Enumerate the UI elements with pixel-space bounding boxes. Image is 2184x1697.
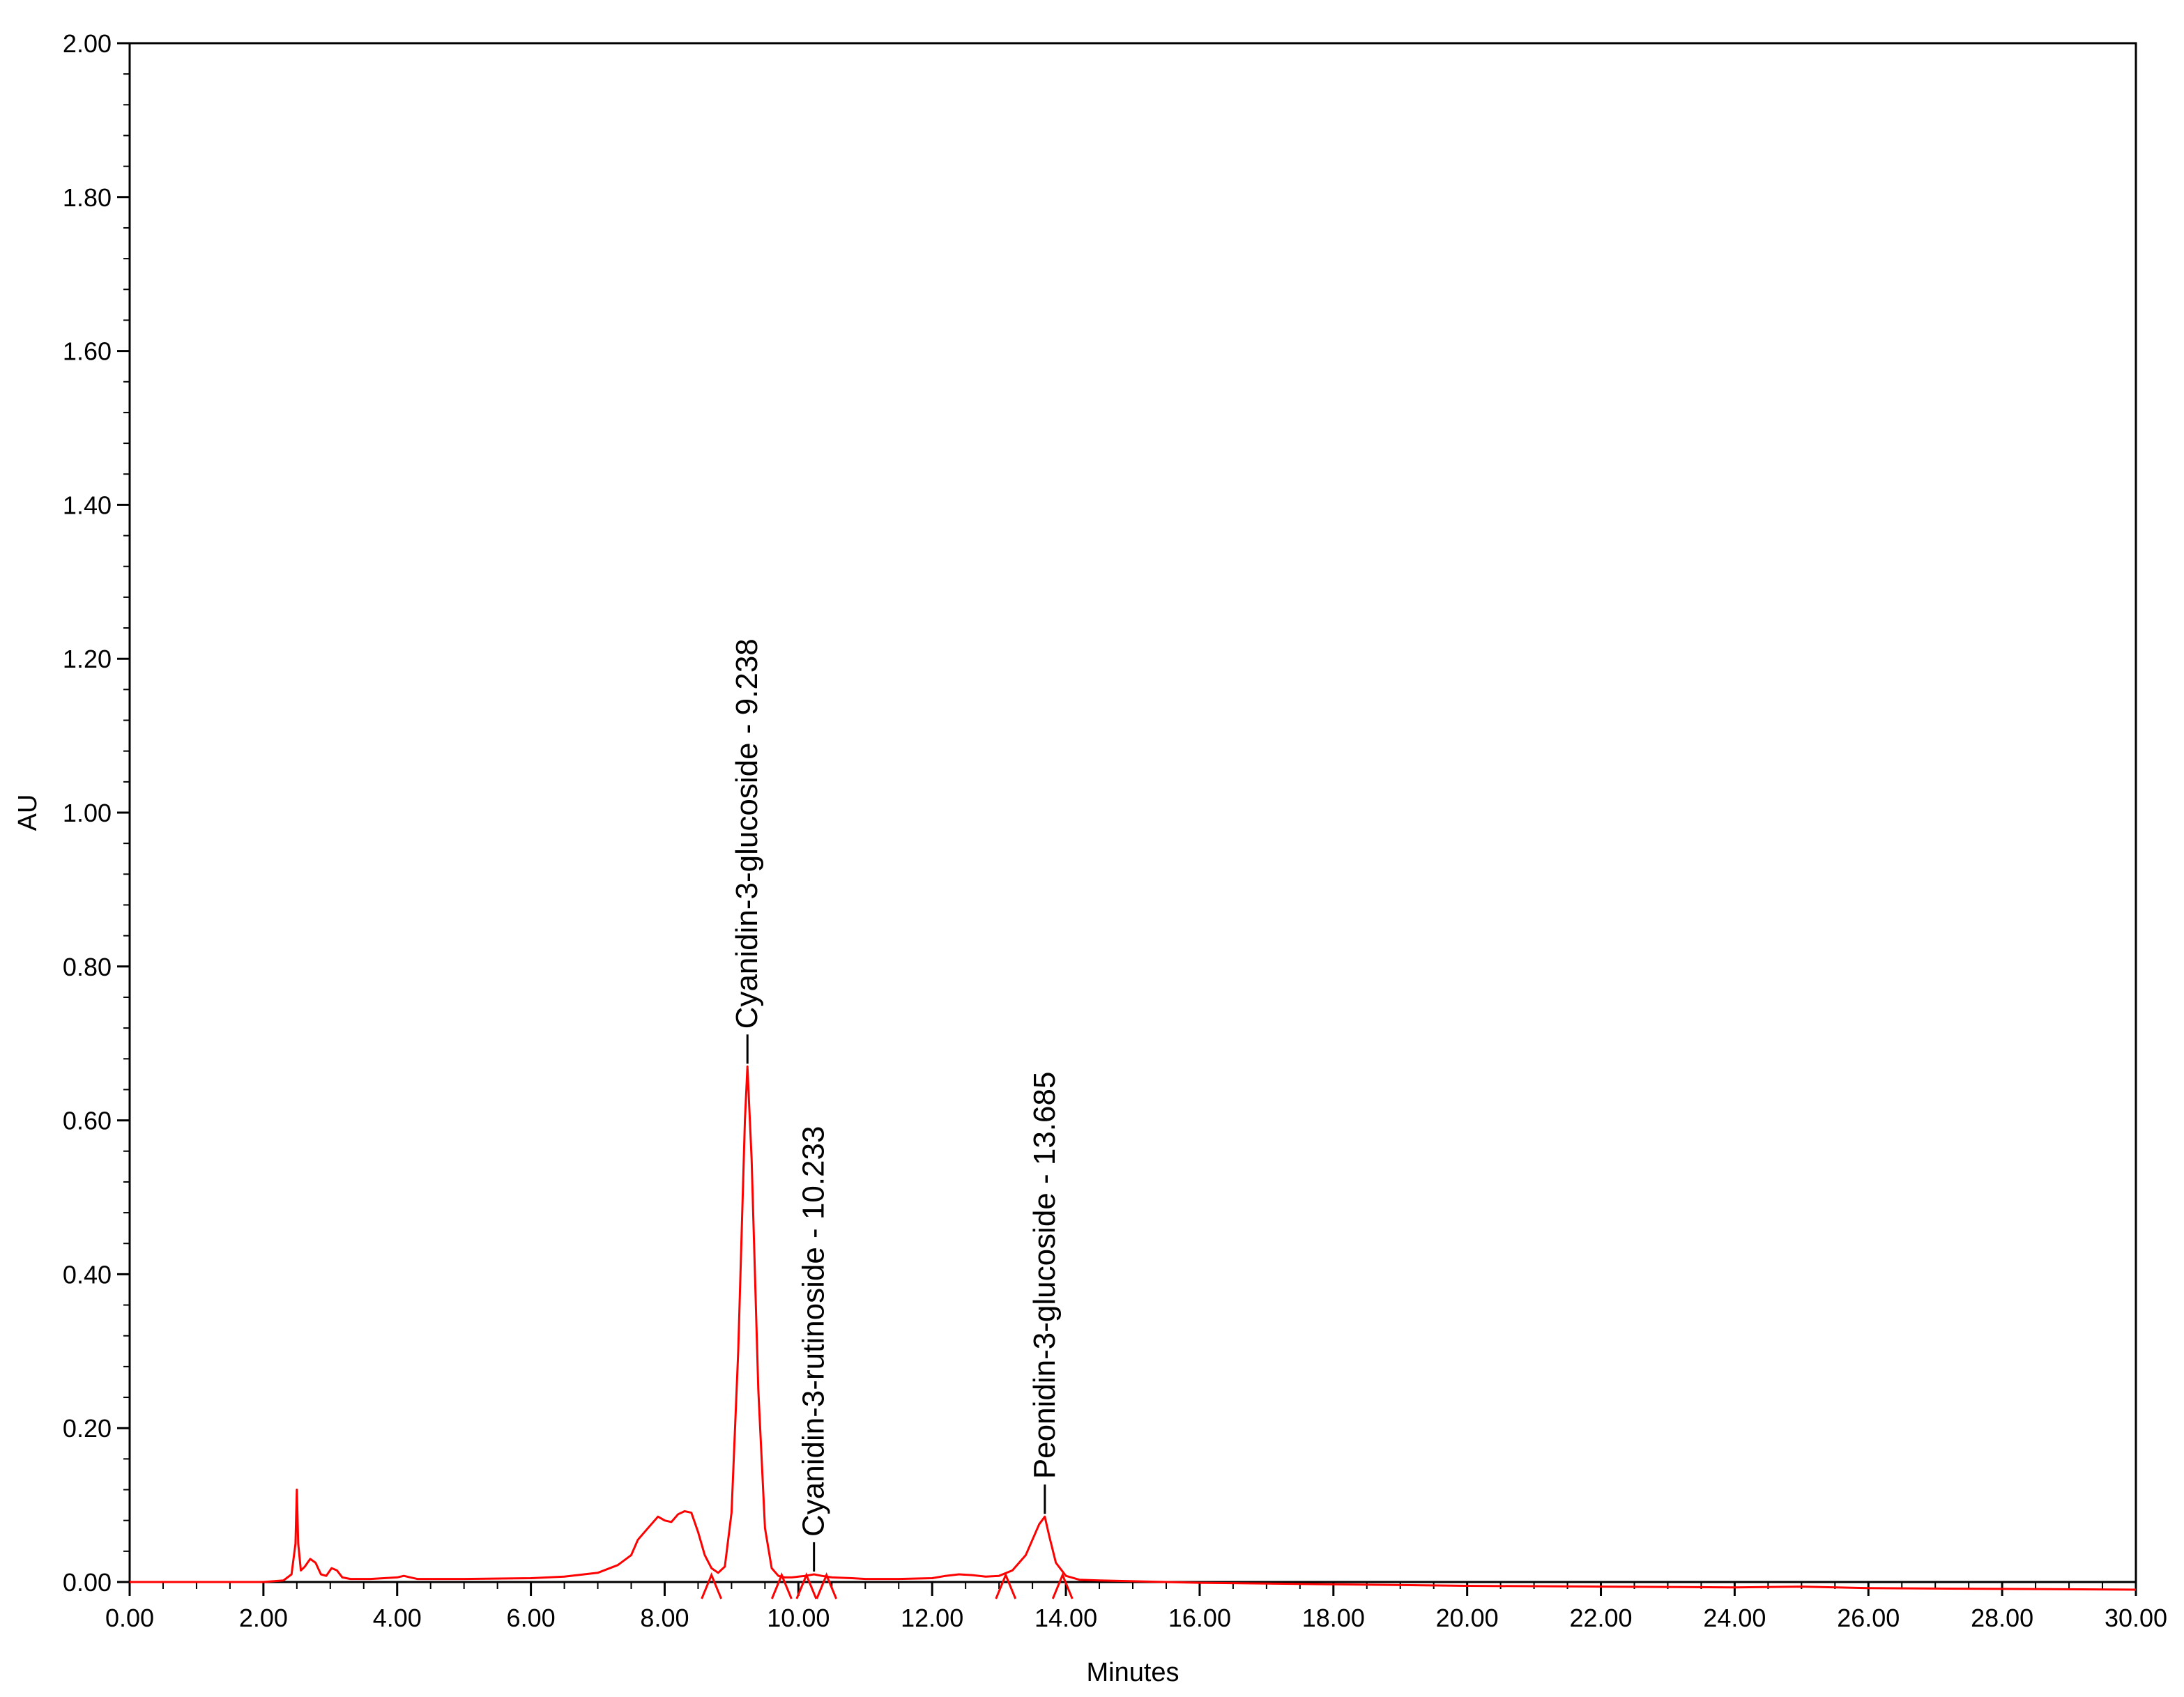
x-tick-label: 14.00 xyxy=(1034,1604,1097,1632)
chromatogram-trace xyxy=(130,1065,2137,1591)
integration-mark xyxy=(770,1572,793,1599)
x-tick-label: 4.00 xyxy=(373,1604,422,1632)
x-tick-label: 20.00 xyxy=(1436,1604,1499,1632)
x-tick-label: 8.00 xyxy=(640,1604,689,1632)
plot-frame xyxy=(128,42,2137,1583)
y-tick-label: 1.00 xyxy=(63,799,112,827)
x-tick-label: 12.00 xyxy=(901,1604,963,1632)
y-tick-label: 1.20 xyxy=(63,645,112,673)
x-axis-title: Minutes xyxy=(1086,1658,1179,1687)
x-tick-label: 22.00 xyxy=(1569,1604,1632,1632)
peak-label: Peonidin-3-glucoside - 13.685 xyxy=(1028,1072,1062,1480)
y-tick-label: 1.80 xyxy=(63,183,112,212)
x-tick-label: 24.00 xyxy=(1703,1604,1766,1632)
y-axis-title: AU xyxy=(13,794,43,831)
peak-label: Cyanidin-3-glucoside - 9.238 xyxy=(730,638,764,1029)
integration-mark xyxy=(701,1572,723,1599)
x-tick-label: 6.00 xyxy=(507,1604,556,1632)
axes: 0.00 0.20 0.40 0.60 0.80 1.00 1.20 1.40 1.60 1.80… xyxy=(63,29,2167,1632)
x-tick-label: 30.00 xyxy=(2105,1604,2167,1632)
x-tick-label: 28.00 xyxy=(1971,1604,2033,1632)
integration-mark xyxy=(1051,1572,1074,1599)
y-tick-label: 0.60 xyxy=(63,1107,112,1135)
y-tick-label: 0.80 xyxy=(63,953,112,981)
y-tick-label: 2.00 xyxy=(63,29,112,58)
x-tick-label: 2.00 xyxy=(239,1604,288,1632)
y-tick-label: 0.20 xyxy=(63,1414,112,1443)
x-tick-label: 16.00 xyxy=(1168,1604,1231,1632)
peak-annotations: Cyanidin-3-glucoside - 9.238 Cyanidin-3-r… xyxy=(730,638,1062,1572)
integration-mark xyxy=(795,1572,818,1599)
integration-marks xyxy=(701,1572,1074,1599)
y-tick-label: 0.00 xyxy=(63,1568,112,1597)
y-tick-label: 1.40 xyxy=(63,491,112,519)
y-tick-label: 0.40 xyxy=(63,1260,112,1289)
integration-mark xyxy=(995,1572,1017,1599)
x-tick-label: 26.00 xyxy=(1837,1604,1900,1632)
x-tick-label: 0.00 xyxy=(105,1604,154,1632)
y-tick-label: 1.60 xyxy=(63,337,112,366)
x-tick-label: 10.00 xyxy=(767,1604,830,1632)
x-tick-label: 18.00 xyxy=(1302,1604,1365,1632)
integration-mark xyxy=(816,1572,838,1599)
peak-label: Cyanidin-3-rutinoside - 10.233 xyxy=(797,1126,831,1537)
trace-layer xyxy=(130,1065,2137,1591)
